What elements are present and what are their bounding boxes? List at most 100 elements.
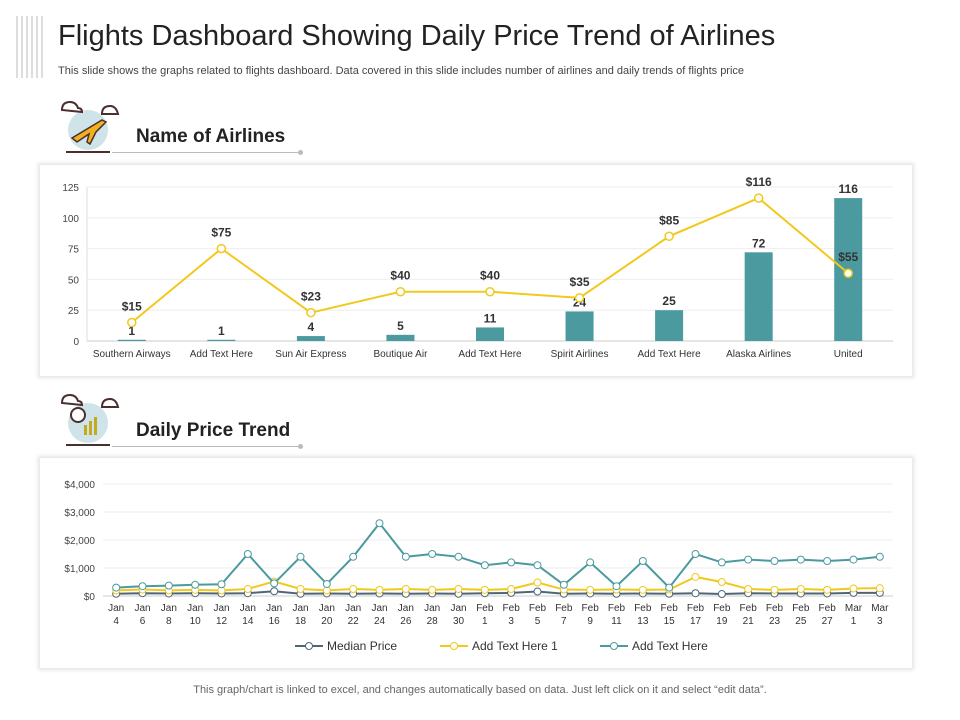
bar — [296, 336, 325, 341]
price-point — [485, 286, 495, 297]
data-point — [401, 585, 410, 593]
x-tick-label-day: 30 — [453, 616, 465, 627]
x-tick-label-day: 19 — [716, 616, 728, 627]
y-tick-label: $4,000 — [64, 480, 95, 491]
data-point — [717, 558, 726, 567]
data-point — [770, 557, 779, 565]
y-tick-label: $1,000 — [64, 564, 95, 575]
x-tick-label-day: 20 — [321, 616, 333, 627]
data-point — [533, 561, 542, 570]
bar-label: 116 — [839, 182, 859, 196]
section-title-trend: Daily Price Trend — [136, 420, 291, 441]
data-point — [717, 578, 726, 586]
bar — [744, 252, 773, 341]
airplane-clouds-icon — [60, 100, 120, 150]
price-label: $15 — [122, 300, 142, 314]
data-point — [691, 550, 700, 558]
x-tick-label: Add Text Here — [638, 349, 702, 360]
bar — [117, 339, 146, 341]
data-point — [270, 579, 279, 588]
data-point — [796, 555, 805, 564]
x-tick-label-day: 12 — [216, 616, 228, 627]
y-tick-label: 0 — [73, 337, 79, 348]
x-tick-label-month: Jan — [240, 603, 256, 614]
x-tick-label-month: Jan — [292, 603, 308, 614]
x-tick-label-day: 23 — [769, 616, 781, 627]
legend-marker — [305, 642, 313, 650]
data-point — [612, 582, 621, 591]
data-point — [823, 585, 832, 594]
y-tick-label: 25 — [68, 306, 80, 317]
x-tick-label-month: Feb — [740, 603, 758, 614]
y-tick-label: 75 — [68, 245, 80, 256]
x-tick-label-month: Jan — [134, 603, 150, 614]
add-text-here-1-line — [116, 575, 880, 592]
x-tick-label-day: 17 — [690, 616, 702, 627]
page-subtitle: This slide shows the graphs related to f… — [58, 65, 745, 77]
data-point — [270, 587, 279, 596]
data-point — [823, 557, 832, 565]
data-point — [349, 552, 358, 561]
x-tick-label-day: 24 — [374, 616, 386, 627]
x-tick-label-day: 11 — [611, 616, 622, 627]
underline — [66, 151, 110, 153]
x-tick-label-day: 7 — [561, 616, 567, 627]
price-label: $40 — [390, 269, 410, 283]
price-point — [395, 286, 406, 297]
price-point — [127, 317, 137, 328]
price-line — [131, 196, 849, 324]
y-tick-label: 50 — [68, 275, 80, 286]
data-point — [454, 552, 463, 561]
data-point — [849, 584, 858, 593]
x-tick-label: Add Text Here — [190, 349, 254, 360]
data-point — [112, 583, 121, 592]
median-price-line — [116, 590, 880, 596]
data-point — [428, 550, 437, 558]
airlines-chart: 0 25 50 75 100 125 1 Southern Airways 1 Add Text … — [62, 175, 893, 360]
divider — [112, 150, 303, 155]
section-title-airlines: Name of Airlines — [136, 126, 286, 147]
decorative-stripes — [16, 16, 46, 78]
x-tick-label-day: 22 — [348, 616, 360, 627]
data-point — [428, 585, 437, 594]
x-tick-label-day: 5 — [535, 616, 541, 627]
x-tick-label-month: Feb — [529, 603, 547, 614]
data-point — [401, 552, 410, 561]
price-label: $55 — [838, 250, 858, 264]
bar-label: 5 — [397, 319, 404, 333]
y-tick-label: $3,000 — [64, 508, 95, 519]
x-tick-label-day: 28 — [427, 616, 439, 627]
x-tick-label-day: 13 — [637, 616, 649, 627]
price-trend-chart: $0 $1,000 $2,000 $3,000 $4,000 Jan 4 Jan 6 Jan 8 Ja… — [64, 480, 893, 653]
x-tick-label-day: 25 — [795, 616, 807, 627]
x-tick-label-month: Jan — [424, 603, 440, 614]
x-tick-label-day: 16 — [269, 616, 281, 627]
x-tick-label-month: Jan — [161, 603, 177, 614]
data-point — [665, 583, 674, 592]
data-point — [480, 561, 489, 570]
x-tick-label-month: Jan — [108, 603, 124, 614]
x-tick-label: Sun Air Express — [275, 349, 346, 360]
data-point — [717, 590, 726, 599]
legend-label: Add Text Here 1 — [472, 639, 558, 653]
x-tick-label-month: Feb — [819, 603, 837, 614]
x-tick-label-month: Jan — [371, 603, 387, 614]
price-label: $116 — [746, 175, 772, 189]
x-tick-label-day: 15 — [664, 616, 676, 627]
data-point — [875, 584, 884, 593]
x-tick-label-month: Feb — [792, 603, 810, 614]
data-point — [533, 587, 542, 596]
x-tick-label-day: 1 — [482, 616, 488, 627]
price-label: $35 — [570, 275, 590, 289]
bar-label: 4 — [308, 320, 315, 334]
data-point — [586, 558, 595, 567]
legend-marker — [610, 642, 618, 650]
underline — [66, 444, 110, 446]
x-tick-label-month: Feb — [713, 603, 731, 614]
x-tick-label-month: Feb — [634, 603, 652, 614]
bar-label: 72 — [752, 236, 766, 250]
x-tick-label-day: 9 — [587, 616, 593, 627]
data-point — [533, 578, 542, 587]
x-tick-label: Boutique Air — [373, 349, 428, 360]
x-tick-label-month: Feb — [555, 603, 573, 614]
